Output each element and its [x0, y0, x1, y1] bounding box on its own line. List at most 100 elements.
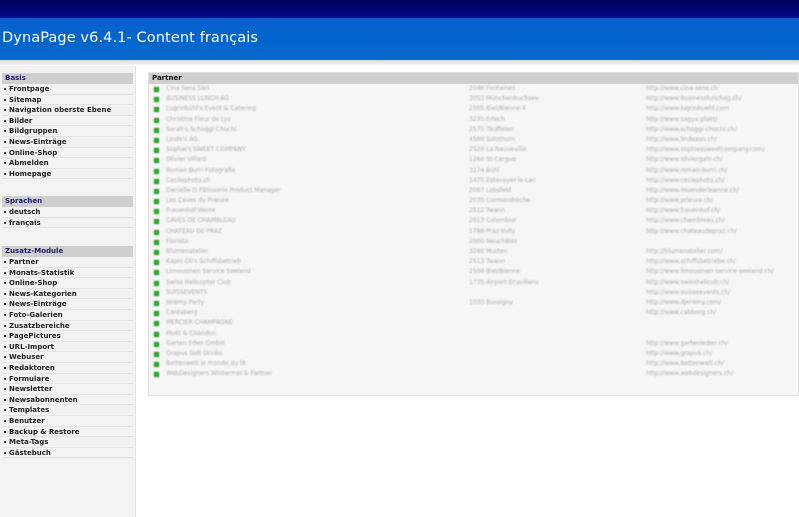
partner-url[interactable]: http://www.sophiessweetcompany.com/ [646, 146, 765, 154]
green-square-bullet-icon [154, 97, 159, 103]
partner-url[interactable]: http://www.cabberg.ch/ [646, 309, 716, 317]
sidebar-item-sitemap[interactable]: Sitemap [2, 95, 133, 106]
sidebar-item-news-kategorien[interactable]: News-Kategorien [2, 289, 133, 300]
partner-url[interactable]: http://www.schoggi-chuchi.ch/ [646, 125, 737, 133]
partner-url[interactable]: http://www.chambleau.ch/ [646, 217, 725, 225]
partner-url[interactable]: http://www.sagya.plakt/ [646, 115, 718, 123]
partner-url[interactable]: http://www.muenderleanne.ch/ [646, 186, 739, 194]
partner-url[interactable]: http://www.oliviergalo.ch/ [646, 156, 723, 164]
sidebar-item-templates[interactable]: Templates [2, 405, 133, 416]
sidebar-item-newsletter[interactable]: Newsletter [2, 384, 133, 395]
sidebar-item-français[interactable]: français [2, 218, 133, 229]
partner-row[interactable]: Linde's AG 4500 Solothurn http://www.linde… [149, 135, 798, 145]
sidebar-item-label: Online-Shop [9, 148, 58, 157]
partner-row[interactable]: Danielle D Pâtisserie Product Manager 208… [149, 186, 798, 196]
partner-row[interactable]: Garten Eden GmbH http://www.gartenleden.c… [149, 339, 798, 349]
partner-url[interactable]: http://www.webdesigners.ch/ [646, 370, 734, 378]
partner-row[interactable]: Florista 2000 Neuchâtel [149, 237, 798, 247]
sidebar-item-label: PagePictures [9, 332, 61, 341]
partner-url[interactable]: http://www.chateaudepraz.ch/ [646, 227, 737, 235]
sidebar-item-frontpage[interactable]: Frontpage [2, 84, 133, 95]
partner-row[interactable]: Cecilephoto.ch 1470 Estavayer-le-Lac http:… [149, 176, 798, 186]
partner-url[interactable]: http://www.ceciephoto.ch/ [646, 176, 725, 184]
partner-row[interactable]: WebDesigners Wintermei & Partner http://w… [149, 369, 798, 379]
partner-row[interactable]: SUISSEVENTS http://www.suisseevents.ch/ [149, 288, 798, 298]
partner-name: Sarah's Schoggi Chuchi [166, 125, 237, 133]
sidebar-item-partner[interactable]: Partner [2, 257, 133, 268]
sidebar-item-navigation-oberste-ebene[interactable]: Navigation oberste Ebene [2, 105, 133, 116]
sidebar-item-monats-statistik[interactable]: Monats-Statistik [2, 268, 133, 279]
partner-url[interactable]: http://www.suisseevents.ch/ [646, 288, 731, 296]
partner-name: Limousinen Service Seeland [166, 268, 251, 276]
partner-url[interactable]: http://www.bettenwelt.ch/ [646, 360, 724, 368]
partner-row[interactable]: CAVES DE CHAMBLEAU 2013 Colombier http://w… [149, 216, 798, 226]
partner-row[interactable]: Bettenwelt le monde du lit http://www.bet… [149, 359, 798, 369]
partner-row[interactable]: Jérémy Party 1030 Bussigny http://www.djer… [149, 298, 798, 308]
partner-url[interactable]: http://www.grapus.ch/ [646, 349, 713, 357]
sidebar-item-redaktoren[interactable]: Redaktoren [2, 363, 133, 374]
sidebar-item-benutzer[interactable]: Benutzer [2, 416, 133, 427]
sidebar-item-foto-galerien[interactable]: Foto-Galerien [2, 310, 133, 321]
sidebar-item-pagepictures[interactable]: PagePictures [2, 331, 133, 342]
green-square-bullet-icon [154, 239, 159, 245]
partner-row[interactable]: Limousinen Service Seeland 2504 Biel/Bien… [149, 267, 798, 277]
sidebar-item-formulare[interactable]: Formulare [2, 374, 133, 385]
partner-row[interactable]: Cina Sens Sàrl 2046 Fontaines http://www.c… [149, 84, 798, 94]
partner-url[interactable]: http://www.djeremy.com/ [646, 298, 721, 306]
sidebar-item-label: Gästebuch [9, 448, 51, 457]
partner-url[interactable]: http://www.schiffsbetriebe.ch/ [646, 258, 736, 266]
sidebar-item-online-shop[interactable]: Online-Shop [2, 148, 133, 159]
sidebar-item-news-einträge[interactable]: News-Einträge [2, 299, 133, 310]
sidebar-item-bilder[interactable]: Bilder [2, 116, 133, 127]
sidebar-item-news-einträge[interactable]: News-Einträge [2, 137, 133, 148]
sidebar-item-bildgruppen[interactable]: Bildgruppen [2, 126, 133, 137]
partner-row[interactable]: Frauenhof Werre 2512 Twann http://www.frau… [149, 206, 798, 216]
partner-row[interactable]: Sarah's Schoggi Chuchi 2575 Täuffelen http… [149, 125, 798, 135]
sidebar-item-meta-tags[interactable]: Meta-Tags [2, 437, 133, 448]
partner-row[interactable]: Swiss Helicopter Club 1735 Airport Ecuvil… [149, 278, 798, 288]
sidebar-item-webuser[interactable]: Webuser [2, 352, 133, 363]
green-square-bullet-icon [154, 351, 159, 357]
sidebar-item-zusatzbereiche[interactable]: Zusatzbereiche [2, 321, 133, 332]
partner-url[interactable]: http://blumenatelier.com/ [646, 248, 723, 255]
green-square-bullet-icon [154, 188, 159, 194]
partner-row[interactable]: MERCIER CHAMPAGNE [149, 318, 798, 328]
sidebar-item-abmelden[interactable]: Abmelden [2, 158, 133, 169]
partner-url[interactable]: http://www.swisshelicub.ch/ [646, 278, 730, 286]
partner-url[interactable]: http://www.gartenleden.ch/ [646, 339, 728, 347]
partner-row[interactable]: CHATEAU DE PRAZ 1788 Praz-Vully http://www… [149, 227, 798, 237]
partner-url[interactable]: http://www.lugrinbuehl.com [646, 105, 730, 113]
partner-row[interactable]: Olivier Villard 1264 St-Cergue http://www.… [149, 155, 798, 165]
sidebar-item-newsabonnenten[interactable]: Newsabonnenten [2, 395, 133, 406]
partner-row[interactable]: Roman Burri Fotografie 3274 Bühl http://ww… [149, 166, 798, 176]
partner-url[interactable]: http://www.businesslunchag.ch/ [646, 95, 742, 103]
partner-row[interactable]: Blumenatelier 3280 Murten http://blumenate… [149, 247, 798, 257]
sidebar-item-url-import[interactable]: URL-Import [2, 342, 133, 353]
partner-row[interactable]: Lugrinbühl's Event & Catering 2505 Biel/B… [149, 104, 798, 114]
partner-row[interactable]: Moët & Chandon [149, 329, 798, 339]
partner-row[interactable]: Christine Fleur de Lys 3235 Erlach http://… [149, 115, 798, 125]
partner-url[interactable]: http://www.cina-sens.ch [646, 85, 718, 92]
sidebar-item-homepage[interactable]: Homepage [2, 169, 133, 180]
bullet-icon [4, 313, 6, 316]
partner-row[interactable]: Cantaberg http://www.cabberg.ch/ [149, 308, 798, 318]
partner-row[interactable]: Sophie's SWEET COMPANY 2520 La Neuveville… [149, 145, 798, 155]
sidebar-item-deutsch[interactable]: deutsch [2, 207, 133, 218]
partner-url[interactable]: http://www.prieure.ch/ [646, 197, 713, 205]
partner-url[interactable]: http://www.frauenhof.ch/ [646, 207, 721, 215]
sidebar-section-title: Zusatz-Module [2, 246, 133, 257]
partner-row[interactable]: Kapin Oli's Schiffsbetrieb 2513 Twann http… [149, 257, 798, 267]
partner-url[interactable]: http://www.roman-burri.ch/ [646, 166, 728, 174]
top-bar [0, 0, 799, 18]
partner-row[interactable]: BUSINESS LUNCH AG 3053 Münchenbuchsee http… [149, 94, 798, 104]
sidebar-item-backup-restore[interactable]: Backup & Restore [2, 427, 133, 438]
sidebar-item-gästebuch[interactable]: Gästebuch [2, 448, 133, 459]
sidebar-item-label: URL-Import [9, 342, 54, 351]
sidebar-item-label: Newsletter [9, 385, 53, 394]
sidebar-item-online-shop[interactable]: Online-Shop [2, 278, 133, 289]
green-square-bullet-icon [154, 137, 159, 143]
partner-row[interactable]: Grapus Soft Drinks http://www.grapus.ch/ [149, 349, 798, 359]
partner-url[interactable]: http://www.lindeasn.ch/ [646, 135, 717, 143]
partner-row[interactable]: Les Caves du Prieuré 2035 Cormondrèche htt… [149, 196, 798, 206]
partner-url[interactable]: http://www.limousinen-service-seeland.ch… [646, 268, 774, 276]
